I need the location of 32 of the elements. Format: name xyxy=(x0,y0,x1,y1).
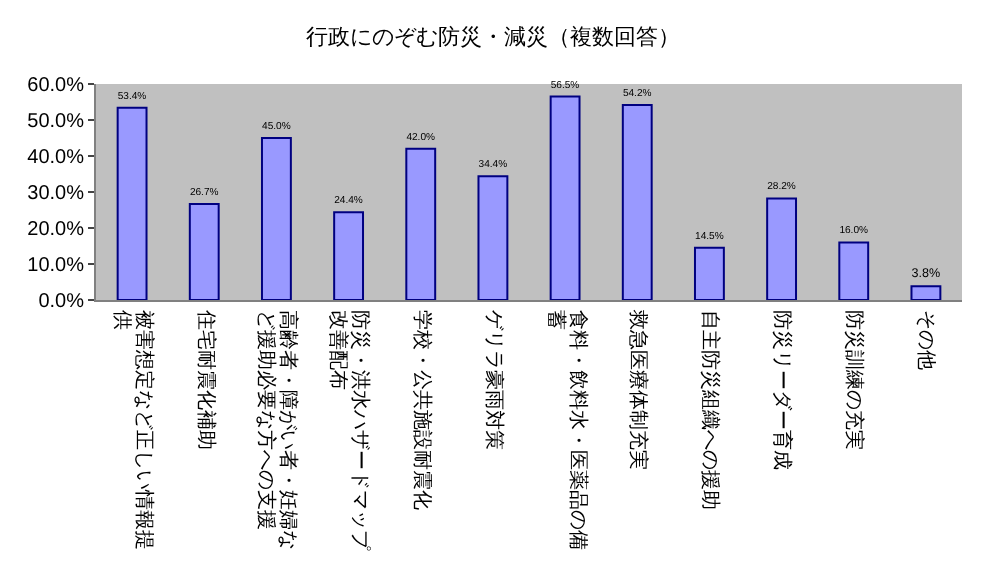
bar xyxy=(477,175,509,300)
bar xyxy=(116,106,148,300)
x-tick-label: 高齢者・障がい者・妊婦など援助必要な方への支援 xyxy=(254,310,299,550)
x-tick-label: 救急医療体制充実 xyxy=(626,310,649,474)
y-tick-label: 60.0% xyxy=(27,75,85,97)
y-tick-label: 20.0% xyxy=(27,219,85,241)
y-tick-label: 0.0% xyxy=(38,291,85,313)
bar xyxy=(405,147,437,300)
y-tick-label: 30.0% xyxy=(27,183,85,205)
bar xyxy=(333,211,365,300)
bar xyxy=(260,137,292,300)
x-tick-label: ゲリラ豪雨対策 xyxy=(481,310,504,454)
y-tick-label: 10.0% xyxy=(27,255,85,277)
bar xyxy=(766,197,798,300)
x-tick-label: 防災訓練の充実 xyxy=(842,310,865,454)
bar xyxy=(549,95,581,300)
y-tick-label: 40.0% xyxy=(27,147,85,169)
y-tick-label: 50.0% xyxy=(27,111,85,133)
x-tick-label: 学校・公共施設耐震化 xyxy=(409,310,432,514)
bar xyxy=(838,241,870,300)
x-tick-label: 防災リーダー育成 xyxy=(770,310,793,474)
x-tick-label: 自主防災組織への援助 xyxy=(698,310,721,514)
x-tick-label: 被害想定など正しい情報提供 xyxy=(110,310,155,550)
x-tick-label: 食料・飲料水・医薬品の備蓄 xyxy=(543,310,588,550)
chart-title: 行政にのぞむ防災・減災（複数回答） xyxy=(306,23,680,50)
bar xyxy=(621,103,653,300)
x-tick-label: 住宅耐震化補助 xyxy=(193,310,216,454)
x-tick-label: 防災・洪水ハザードマップ改善配布 xyxy=(326,310,371,550)
bar xyxy=(188,202,220,300)
bar xyxy=(910,285,942,300)
x-tick-label: その他 xyxy=(914,310,937,374)
bar xyxy=(693,246,725,300)
